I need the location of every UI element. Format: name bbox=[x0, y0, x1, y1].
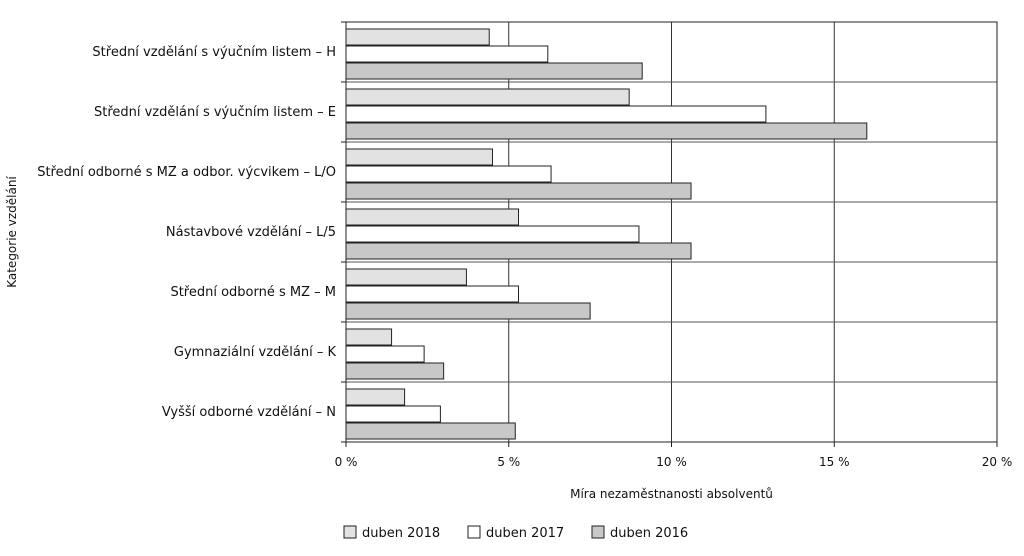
grid-lines bbox=[346, 22, 998, 442]
bar bbox=[345, 405, 441, 423]
bar bbox=[345, 328, 393, 346]
legend-swatch bbox=[467, 525, 481, 539]
x-tick-label: 5 % bbox=[497, 455, 520, 469]
category-label: Střední odborné s MZ a odbor. výcvikem –… bbox=[37, 165, 336, 180]
bar bbox=[345, 268, 467, 286]
legend-label: duben 2017 bbox=[486, 526, 564, 541]
x-axis-title: Míra nezaměstnanosti absolventů bbox=[570, 487, 773, 501]
bar bbox=[345, 122, 868, 140]
axes bbox=[341, 21, 998, 447]
category-label: Nástavbové vzdělání – L/5 bbox=[166, 225, 336, 240]
bar bbox=[345, 422, 516, 440]
legend-swatch bbox=[343, 525, 357, 539]
category-label: Střední odborné s MZ – M bbox=[170, 285, 336, 300]
x-tick-labels: 0 % 5 % 10 % 15 % 20 % bbox=[335, 455, 1013, 469]
bar bbox=[345, 62, 643, 80]
bar bbox=[345, 362, 445, 380]
bar bbox=[345, 208, 520, 226]
bar bbox=[345, 388, 406, 406]
bar bbox=[345, 45, 549, 63]
bar bbox=[345, 242, 692, 260]
y-axis-title: Kategorie vzdělání bbox=[5, 176, 19, 288]
bar bbox=[345, 182, 692, 200]
bar bbox=[345, 225, 640, 243]
bar bbox=[345, 345, 425, 363]
bar bbox=[345, 165, 552, 183]
category-label: Střední vzdělání s výučním listem – H bbox=[92, 45, 336, 60]
bar bbox=[345, 105, 767, 123]
category-labels: Střední vzdělání s výučním listem – H Stř… bbox=[37, 45, 336, 420]
bar bbox=[345, 88, 630, 106]
category-label: Gymnaziální vzdělání – K bbox=[174, 345, 337, 360]
bars bbox=[345, 28, 868, 440]
bar bbox=[345, 28, 490, 46]
x-tick-label: 0 % bbox=[335, 455, 358, 469]
legend-label: duben 2016 bbox=[610, 526, 688, 541]
legend: duben 2018 duben 2017 duben 2016 bbox=[343, 525, 688, 541]
bar bbox=[345, 148, 493, 166]
legend-swatch bbox=[591, 525, 605, 539]
bar bbox=[345, 302, 591, 320]
bar bbox=[345, 285, 520, 303]
x-tick-label: 15 % bbox=[819, 455, 850, 469]
legend-label: duben 2018 bbox=[362, 526, 440, 541]
x-tick-label: 20 % bbox=[982, 455, 1013, 469]
category-label: Střední vzdělání s výučním listem – E bbox=[94, 105, 336, 120]
x-tick-label: 10 % bbox=[656, 455, 687, 469]
category-label: Vyšší odborné vzdělání – N bbox=[162, 405, 336, 420]
